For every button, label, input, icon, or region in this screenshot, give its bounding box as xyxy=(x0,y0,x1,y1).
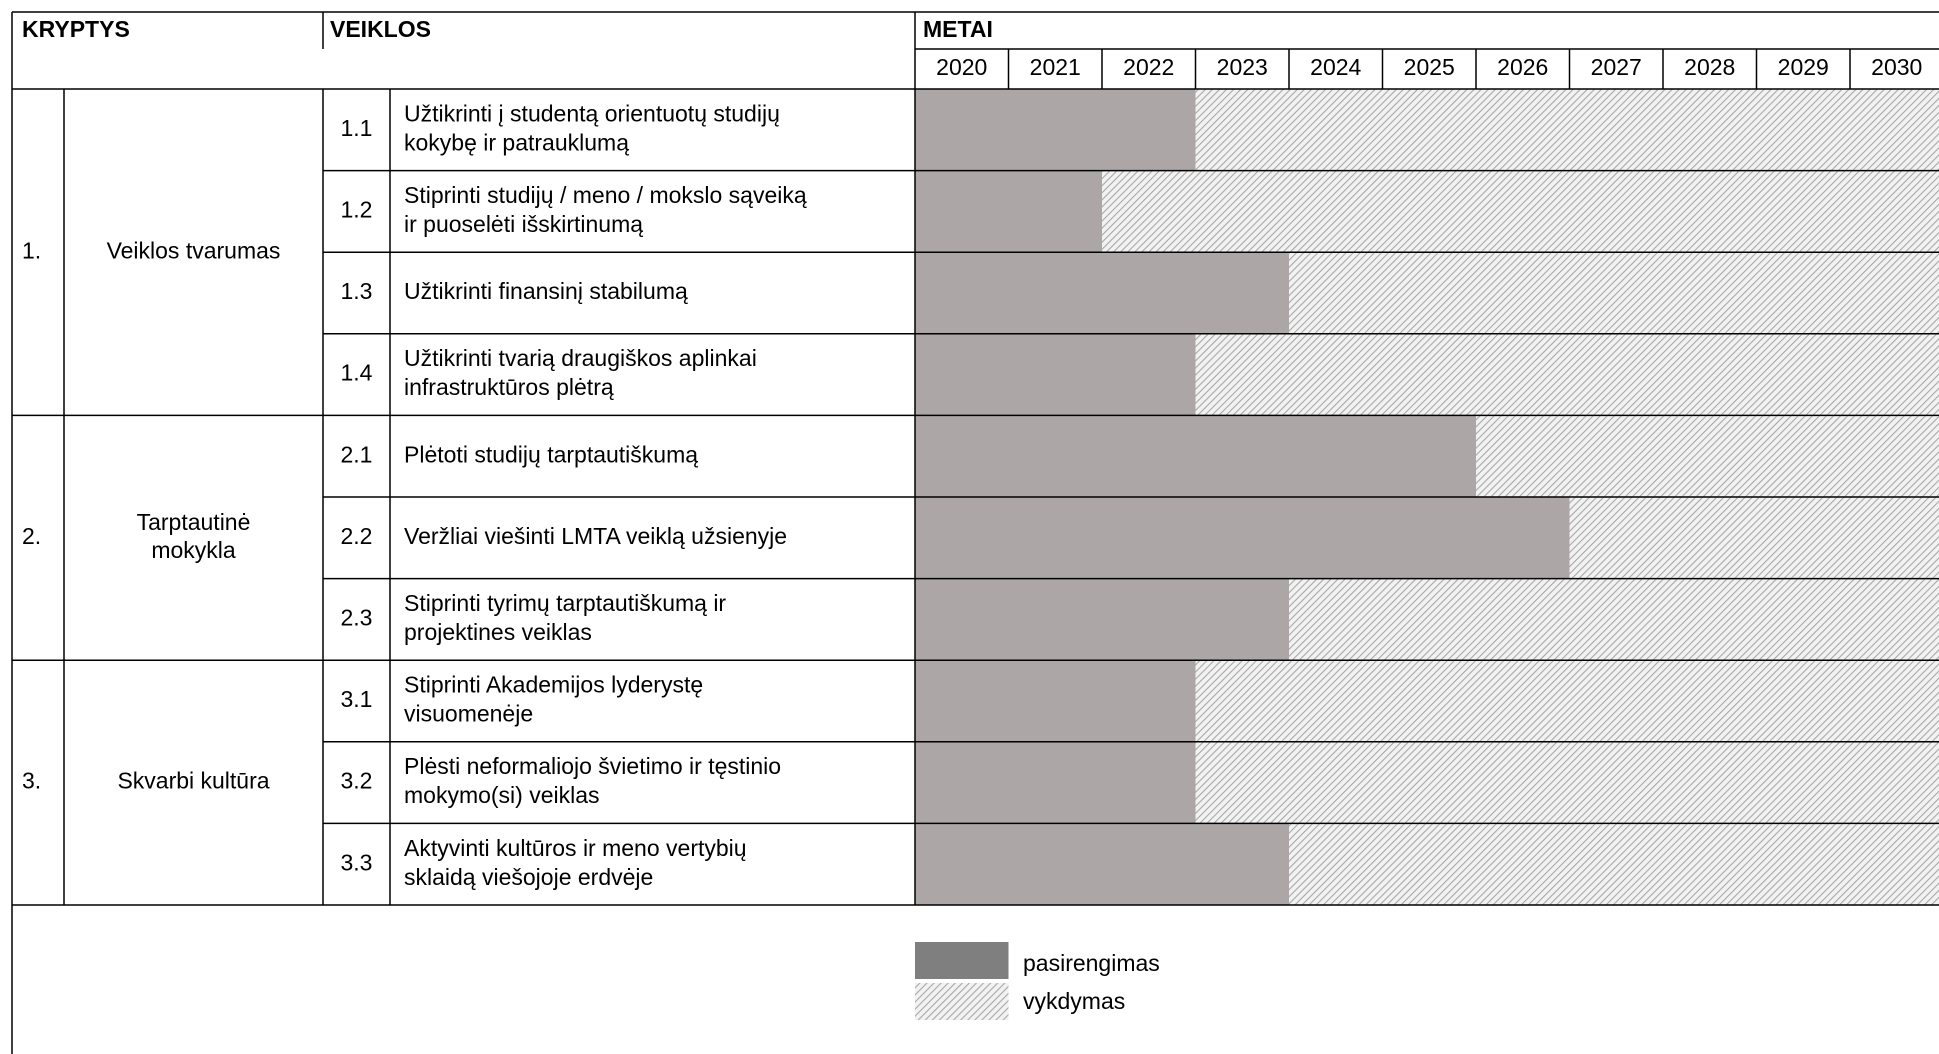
activity-text: Stiprinti studijų / meno / mokslo sąveik… xyxy=(404,182,807,208)
header-years: METAI xyxy=(923,16,993,42)
activity-text: Užtikrinti tvarią draugiškos aplinkai xyxy=(404,345,757,371)
activity-code: 3.2 xyxy=(341,768,373,794)
year-label: 2030 xyxy=(1871,54,1922,80)
year-label: 2025 xyxy=(1404,54,1455,80)
header-activities: VEIKLOS xyxy=(330,16,431,42)
activity-text: kokybę ir patrauklumą xyxy=(404,129,629,155)
execution-bar xyxy=(1289,578,1939,661)
execution-bar xyxy=(1289,823,1939,905)
group-number: 1. xyxy=(22,237,41,263)
activity-text: ir puoselėti išskirtinumą xyxy=(404,211,643,237)
execution-bar xyxy=(1195,660,1939,742)
activity-text: Stiprinti tyrimų tarptautiškumą ir xyxy=(404,590,726,616)
header-directions: KRYPTYS xyxy=(22,16,130,42)
activity-text: infrastruktūros plėtrą xyxy=(404,374,614,400)
activity-text: mokymo(si) veiklas xyxy=(404,782,600,808)
activity-code: 2.2 xyxy=(341,523,373,549)
year-label: 2027 xyxy=(1591,54,1642,80)
year-label: 2022 xyxy=(1123,54,1174,80)
activity-code: 3.3 xyxy=(341,849,373,875)
group-number: 3. xyxy=(22,768,41,794)
group-name: Veiklos tvarumas xyxy=(107,237,281,263)
activity-code: 1.1 xyxy=(341,115,373,141)
year-label: 2028 xyxy=(1684,54,1735,80)
preparation-bar xyxy=(915,333,1196,416)
year-label: 2021 xyxy=(1030,54,1081,80)
group-name: Tarptautinė xyxy=(137,509,251,535)
group-number: 2. xyxy=(22,523,41,549)
preparation-bar xyxy=(915,89,1196,171)
activity-text: Aktyvinti kultūros ir meno vertybių xyxy=(404,835,747,861)
execution-bar xyxy=(1289,252,1939,334)
legend-execution-swatch xyxy=(915,983,1009,1020)
preparation-bar xyxy=(915,415,1476,497)
preparation-bar xyxy=(915,252,1289,334)
execution-bar xyxy=(1195,89,1939,171)
legend-execution: vykdymas xyxy=(1023,988,1125,1014)
activity-text: Stiprinti Akademijos lyderystę xyxy=(404,672,703,698)
execution-bar xyxy=(1569,497,1939,579)
activity-text: visuomenėje xyxy=(404,701,533,727)
legend-preparation: pasirengimas xyxy=(1023,950,1160,976)
activity-code: 1.3 xyxy=(341,278,373,304)
activity-text: Plėsti neformaliojo švietimo ir tęstinio xyxy=(404,753,781,779)
activity-code: 2.1 xyxy=(341,441,373,467)
execution-bar xyxy=(1195,333,1939,416)
year-label: 2020 xyxy=(936,54,987,80)
year-label: 2026 xyxy=(1497,54,1548,80)
activity-code: 2.3 xyxy=(341,604,373,630)
activity-text: Plėtoti studijų tarptautiškumą xyxy=(404,441,698,467)
activity-text: sklaidą viešojoje erdvėje xyxy=(404,864,653,890)
activity-code: 3.1 xyxy=(341,686,373,712)
activity-text: Veržliai viešinti LMTA veiklą užsienyje xyxy=(404,523,787,549)
preparation-bar xyxy=(915,741,1196,824)
execution-bar xyxy=(1195,741,1939,824)
year-label: 2023 xyxy=(1217,54,1268,80)
year-label: 2024 xyxy=(1310,54,1361,80)
activity-code: 1.4 xyxy=(341,360,373,386)
preparation-bar xyxy=(915,497,1570,579)
execution-bar xyxy=(1102,170,1939,253)
preparation-bar xyxy=(915,660,1196,742)
activity-text: Užtikrinti finansinį stabilumą xyxy=(404,278,688,304)
group-name: Skvarbi kultūra xyxy=(117,768,269,794)
preparation-bar xyxy=(915,823,1289,905)
activity-text: projektines veiklas xyxy=(404,619,592,645)
preparation-bar xyxy=(915,578,1289,661)
execution-bar xyxy=(1476,415,1939,497)
legend-preparation-swatch xyxy=(915,942,1009,979)
year-label: 2029 xyxy=(1778,54,1829,80)
activity-text: Užtikrinti į studentą orientuotų studijų xyxy=(404,100,780,126)
preparation-bar xyxy=(915,170,1102,253)
activity-code: 1.2 xyxy=(341,196,373,222)
group-name: mokykla xyxy=(151,537,236,563)
